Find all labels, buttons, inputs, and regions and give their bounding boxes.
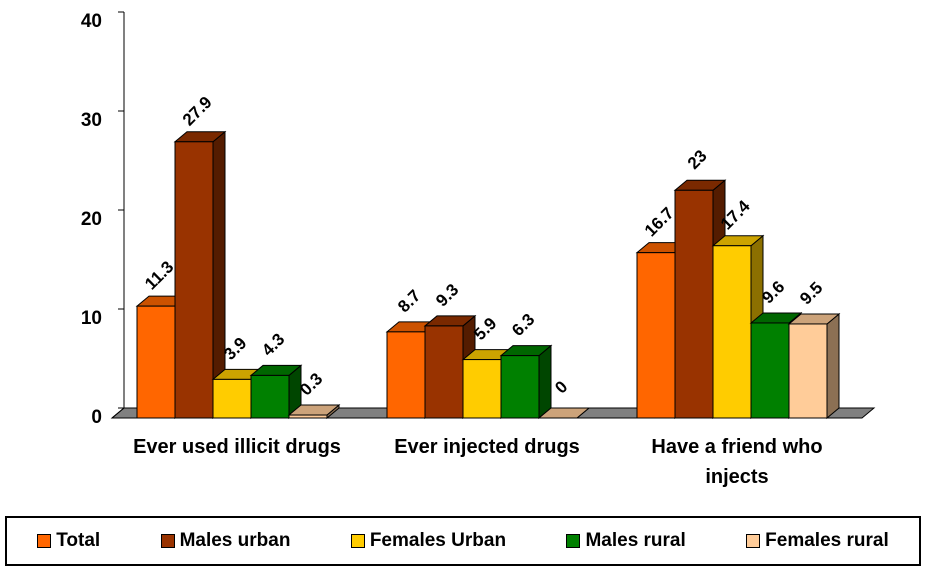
legend-label: Males urban xyxy=(179,530,291,551)
legend-label: Males rural xyxy=(585,530,686,551)
bar-front xyxy=(386,331,426,419)
legend: Total Males urban Females Urban Males rural… xyxy=(5,516,921,566)
data-label: 11.3 xyxy=(141,257,177,293)
legend-label: Total xyxy=(56,530,101,551)
x-tick-label: Have a friend who injects xyxy=(651,436,823,488)
bar-front xyxy=(674,189,714,419)
legend-item: Males rural xyxy=(566,530,686,552)
data-label: 23 xyxy=(684,146,711,173)
bar xyxy=(499,344,553,420)
data-label: 9.5 xyxy=(796,278,826,308)
bar-front xyxy=(712,245,752,419)
data-label: 0 xyxy=(551,377,571,397)
data-label: 4.3 xyxy=(258,330,288,360)
bar-front xyxy=(788,323,828,419)
x-tick-label: Ever injected drugs xyxy=(394,436,580,458)
bar xyxy=(787,312,841,420)
bar-front xyxy=(288,414,328,419)
legend-item: Males urban xyxy=(160,530,291,552)
bar-front xyxy=(750,322,790,419)
bar-front xyxy=(212,378,252,419)
x-tick-label: Ever used illicit drugs xyxy=(133,436,341,458)
y-tick-label: 20 xyxy=(81,209,102,230)
y-tick-label: 10 xyxy=(81,308,102,329)
legend-label: Females rural xyxy=(765,530,889,551)
bar xyxy=(537,407,591,419)
bar-front xyxy=(500,355,540,419)
y-tick-label: 40 xyxy=(81,11,102,32)
legend-item: Females rural xyxy=(746,530,889,552)
bar-front xyxy=(424,325,464,419)
legend-label: Females Urban xyxy=(369,530,507,551)
y-axis-front xyxy=(111,407,125,419)
bar-side xyxy=(538,344,552,420)
legend-item: Total xyxy=(37,530,100,552)
legend-swatch xyxy=(160,534,175,548)
bar xyxy=(287,403,341,420)
data-label: 9.3 xyxy=(432,280,462,310)
legend-swatch xyxy=(566,534,581,548)
data-label: 8.7 xyxy=(394,286,424,316)
legend-item: Females Urban xyxy=(350,530,507,552)
bar-top xyxy=(537,407,591,419)
data-label: 27.9 xyxy=(179,93,216,130)
legend-swatch xyxy=(746,534,761,548)
y-tick-label: 30 xyxy=(81,110,102,131)
bar-front xyxy=(174,141,214,419)
bar-front xyxy=(636,252,676,419)
bar-front xyxy=(462,359,502,419)
legend-swatch xyxy=(37,534,52,548)
bar-front xyxy=(250,374,290,419)
legend-swatch xyxy=(350,534,365,548)
y-tick-label: 0 xyxy=(91,407,102,428)
data-label: 6.3 xyxy=(508,310,538,340)
bar xyxy=(173,130,227,420)
data-label: 16.7 xyxy=(641,204,678,241)
bar-front xyxy=(136,305,176,419)
bar-side xyxy=(826,312,840,420)
bar xyxy=(249,364,303,420)
